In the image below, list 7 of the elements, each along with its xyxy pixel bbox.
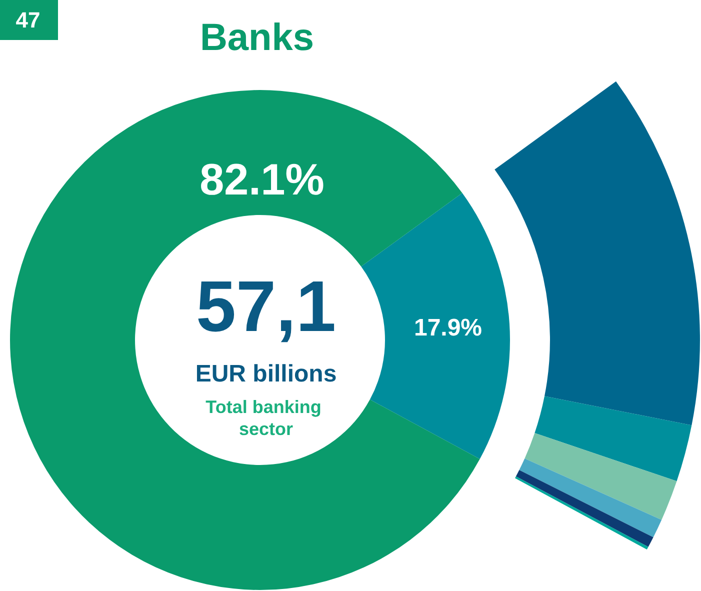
text: EUR billions [195,360,337,388]
text: 57,1 [196,267,336,347]
text: 47 [16,8,40,32]
data-label: 82.1% [200,156,324,204]
data-label: 17.9% [414,314,482,342]
text: Total banking sector [206,397,326,439]
chart-title: Banks [200,17,314,59]
